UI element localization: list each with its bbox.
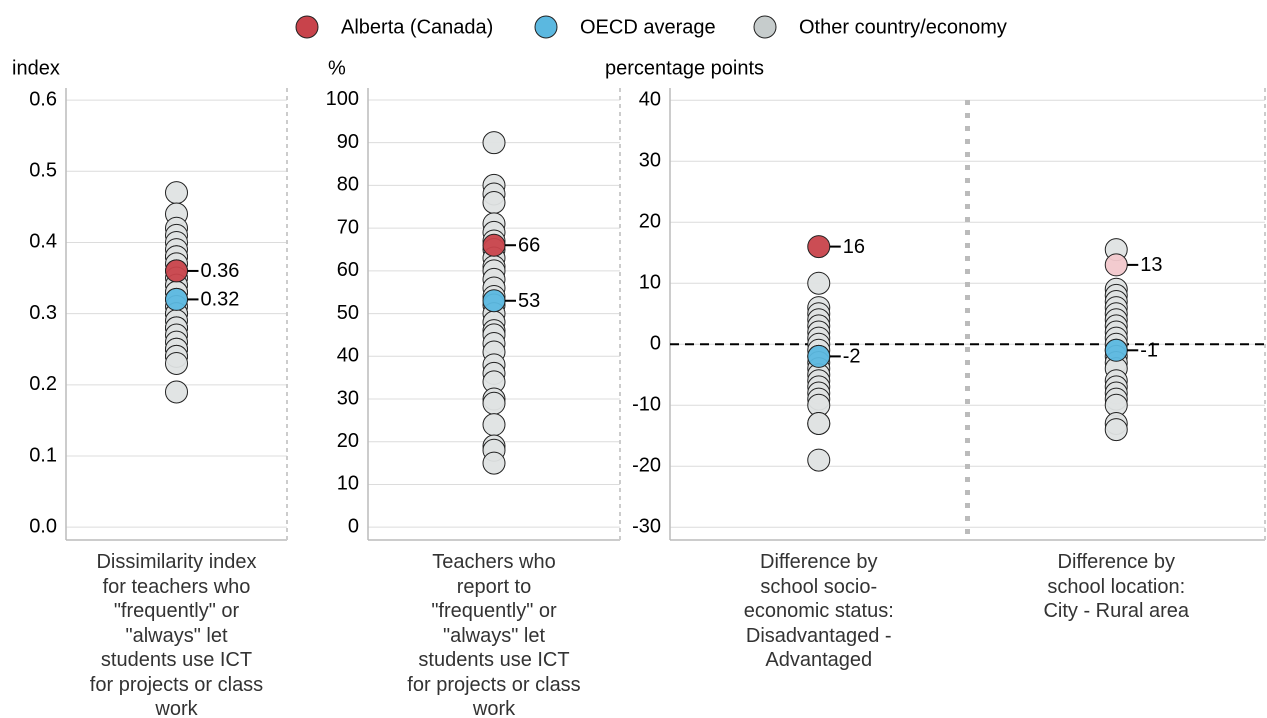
legend-swatch (534, 15, 558, 39)
y-tick-label: 0.3 (29, 302, 57, 324)
point (1104, 418, 1128, 442)
axis-title: percentage points (605, 57, 764, 79)
y-tick-label: 0.5 (29, 160, 57, 182)
data-label: 66 (518, 234, 540, 256)
data-label: 0.32 (201, 289, 240, 311)
category-label: Teachers who report to "frequently" or "… (407, 551, 581, 718)
y-tick-label: 0.1 (29, 444, 57, 466)
y-tick-label: 40 (337, 345, 359, 367)
y-tick-label: -30 (632, 515, 661, 537)
data-label: -2 (843, 346, 861, 368)
y-tick-label: 30 (639, 149, 661, 171)
point (807, 235, 831, 259)
y-tick-label: 0 (650, 332, 661, 354)
y-tick-label: 0.0 (29, 515, 57, 537)
y-tick-label: 0.2 (29, 373, 57, 395)
y-tick-label: 10 (337, 473, 359, 495)
axis-title: index (12, 57, 60, 79)
point (807, 344, 831, 368)
y-tick-label: 80 (337, 174, 359, 196)
y-tick-label: 90 (337, 131, 359, 153)
data-label: -1 (1140, 340, 1158, 362)
point (1104, 253, 1128, 277)
point (807, 448, 831, 472)
point (482, 289, 506, 313)
y-tick-label: 10 (639, 271, 661, 293)
category-label: Dissimilarity index for teachers who "fr… (89, 551, 264, 718)
category-label: Difference by school socio-economic stat… (743, 551, 894, 671)
point (482, 190, 506, 214)
point (165, 380, 188, 404)
point (482, 451, 506, 475)
point (482, 391, 506, 415)
point (165, 287, 188, 311)
point (482, 413, 506, 437)
legend-label: Alberta (Canada) (341, 16, 493, 38)
category-label: Difference by school location: City - Ru… (1043, 551, 1190, 622)
y-tick-label: 0.4 (29, 231, 57, 253)
data-label: 13 (1140, 254, 1162, 276)
y-tick-label: 20 (337, 430, 359, 452)
point (165, 181, 188, 205)
y-tick-label: 40 (639, 88, 661, 110)
point (482, 233, 506, 257)
data-label: 53 (518, 290, 540, 312)
y-tick-label: 30 (337, 387, 359, 409)
y-tick-label: 50 (337, 302, 359, 324)
point (1104, 338, 1128, 362)
legend-swatch (295, 15, 319, 39)
y-tick-label: -20 (632, 454, 661, 476)
point (165, 259, 188, 283)
point (165, 351, 188, 375)
data-label: 16 (843, 236, 865, 258)
y-tick-label: 60 (337, 259, 359, 281)
y-tick-label: 20 (639, 210, 661, 232)
axis-title: % (328, 57, 346, 79)
legend-label: Other country/economy (799, 16, 1007, 38)
point (807, 271, 831, 295)
legend-swatch (753, 15, 777, 39)
y-tick-label: 70 (337, 216, 359, 238)
point (807, 411, 831, 435)
y-tick-label: 0 (348, 515, 359, 537)
y-tick-label: 100 (326, 88, 359, 110)
legend-label: OECD average (580, 16, 716, 38)
data-label: 0.36 (201, 260, 240, 282)
point (482, 131, 506, 155)
y-tick-label: -10 (632, 393, 661, 415)
y-tick-label: 0.6 (29, 88, 57, 110)
